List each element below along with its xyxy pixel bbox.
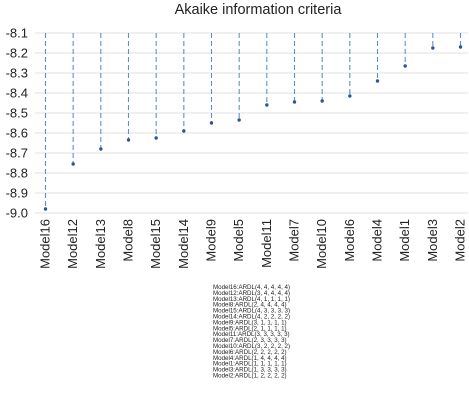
x-tick-label: Model12 [65,219,80,269]
x-tick-label: Model7 [287,219,302,262]
point-Model12 [71,162,75,166]
legend-entry: Model10:ARDL(3, 2, 2, 2, 2) [213,343,290,350]
x-tick-label: Model9 [204,219,219,262]
point-Model13 [99,147,103,151]
x-tick-label: Model11 [259,219,274,268]
legend-entry: Model15:ARDL(4, 3, 3, 3, 3) [213,308,290,315]
point-Model5 [237,118,241,122]
legend-entry: Model8:ARDL(2, 4, 4, 4, 4) [213,302,287,309]
y-tick-label: -8.3 [6,66,28,81]
x-tick-label: Model15 [148,219,163,269]
stems [44,33,462,209]
point-Model14 [182,129,186,133]
point-Model11 [265,103,269,107]
legend-entry: Model12:ARDL(3, 4, 4, 4, 4) [213,290,290,297]
y-tick-label: -8.7 [6,146,28,161]
legend-entry: Model5:ARDL(2, 1, 1, 1, 1) [213,325,287,332]
model-legend: Model16:ARDL(4, 4, 4, 4, 4)Model12:ARDL(… [213,284,290,380]
point-Model3 [431,46,435,50]
y-tick-label: -9.0 [6,206,28,221]
legend-entry: Model11:ARDL(3, 3, 3, 3, 3) [213,331,290,338]
point-Model9 [209,121,214,125]
y-tick-label: -8.9 [6,186,28,201]
legend-entry: Model3:ARDL(1, 3, 3, 3, 3) [213,367,287,374]
x-tick-label: Model4 [370,219,385,262]
point-Model7 [292,100,297,104]
y-tick-label: -8.5 [6,106,28,121]
x-tick-label: Model8 [121,219,136,262]
y-axis: -8.1 -8.2 -8.3 -8.4 -8.5 -8.6 -8.7 -8.8 -8.9 -9.0 [6,26,28,221]
x-tick-label: Model2 [453,219,468,262]
point-Model1 [403,64,407,68]
chart-title: Akaike information criteria [175,2,343,18]
y-tick-label: -8.6 [6,126,28,141]
y-tick-label: -8.8 [6,166,28,181]
x-tick-label: Model14 [176,219,191,269]
x-tick-label: Model10 [314,219,329,269]
point-Model16 [43,207,48,211]
x-axis: Model16 Model12 Model13 Model8 Model15 Model1… [38,219,468,269]
point-Model2 [458,45,463,49]
legend-entry: Model14:ARDL(4, 2, 2, 2, 2) [213,314,290,321]
legend-entry: Model2:ARDL(1, 2, 2, 2, 2) [213,373,287,380]
y-tick-label: -8.2 [6,46,28,61]
y-tick-label: -8.1 [6,26,28,41]
legend-entry: Model1:ARDL(1, 1, 1, 1, 1) [213,361,287,368]
legend-entry: Model13:ARDL(4, 1, 1, 1, 1) [213,296,290,303]
point-Model6 [348,94,352,98]
legend-entry: Model7:ARDL(2, 3, 3, 3, 3) [213,337,287,344]
point-Model15 [154,136,158,140]
legend-entry: Model16:ARDL(4, 4, 4, 4, 4) [213,284,290,291]
x-tick-label: Model6 [342,219,357,262]
point-Model8 [126,138,131,142]
gridlines [35,32,468,214]
point-Model4 [375,79,380,83]
x-tick-label: Model3 [425,219,440,262]
x-tick-label: Model13 [93,219,108,269]
x-tick-label: Model1 [397,219,412,262]
legend-entry: Model4:ARDL(1, 4, 4, 4, 4) [213,355,287,362]
point-Model10 [320,99,324,103]
data-points [43,45,463,211]
x-tick-label: Model5 [231,219,246,262]
x-tick-label: Model16 [38,219,53,269]
y-tick-label: -8.4 [6,86,28,101]
legend-entry: Model9:ARDL(3, 1, 1, 1, 1) [213,319,287,326]
legend-entry: Model6:ARDL(2, 2, 2, 2, 2) [213,349,287,356]
